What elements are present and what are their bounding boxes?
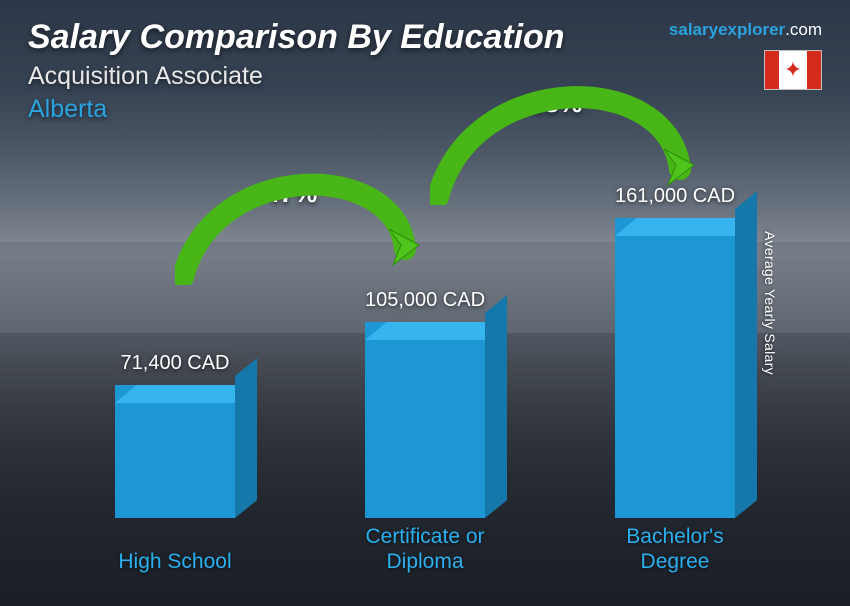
bar-column: 105,000 CADCertificate or Diploma <box>335 289 515 518</box>
maple-leaf-icon: ✦ <box>784 59 802 81</box>
bar-3d <box>365 322 485 518</box>
brand-suffix: .com <box>785 20 822 39</box>
bar-category-label: High School <box>75 549 275 574</box>
bar-side-face <box>485 295 507 518</box>
increase-arrow <box>430 75 710 205</box>
bar-column: 71,400 CADHigh School <box>85 352 265 518</box>
flag-stripe-right <box>807 51 821 89</box>
bar-front-face <box>365 322 485 518</box>
bar-front-face <box>615 218 735 518</box>
main-title: Salary Comparison By Education <box>28 18 565 57</box>
bar-side-face <box>235 358 257 518</box>
flag-center: ✦ <box>779 51 807 89</box>
brand-name: salaryexplorer <box>669 20 785 39</box>
arc-arrow-icon <box>430 75 710 205</box>
bar-category-label: Certificate or Diploma <box>325 524 525 574</box>
bar-category-label: Bachelor's Degree <box>575 524 775 574</box>
arc-arrow-icon <box>175 165 435 285</box>
brand-watermark: salaryexplorer.com <box>669 20 822 40</box>
bar-side-face <box>735 191 757 518</box>
flag-stripe-left <box>765 51 779 89</box>
bar-front-face <box>115 385 235 518</box>
infographic-container: Salary Comparison By Education Acquisiti… <box>0 0 850 606</box>
bar-3d <box>615 218 735 518</box>
country-flag-icon: ✦ <box>764 50 822 90</box>
bar-value-label: 71,400 CAD <box>121 352 230 375</box>
bar-3d <box>115 385 235 518</box>
bar-value-label: 105,000 CAD <box>365 289 485 312</box>
job-title-subtitle: Acquisition Associate <box>28 62 263 91</box>
increase-arrow <box>175 165 435 285</box>
bar-column: 161,000 CADBachelor's Degree <box>585 185 765 518</box>
region-label: Alberta <box>28 95 107 124</box>
